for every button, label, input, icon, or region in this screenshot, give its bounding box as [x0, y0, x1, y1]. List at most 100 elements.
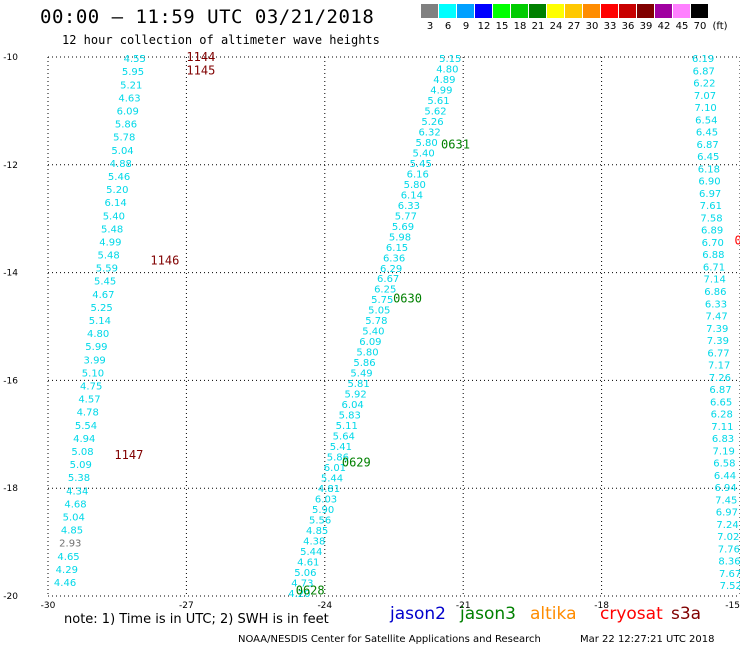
swh-value: 7.14 — [704, 275, 726, 286]
legend-label: 12 — [477, 21, 491, 32]
swh-value: 6.33 — [705, 299, 727, 310]
swh-value: 6.44 — [714, 471, 736, 482]
pass-time-label: 1144 — [186, 50, 215, 64]
swh-value: 5.64 — [333, 432, 355, 443]
satellite-legend-cryosat: cryosat — [600, 604, 663, 624]
swh-value: 5.25 — [91, 303, 113, 314]
swh-value: 6.87 — [696, 140, 718, 151]
satellite-legend-jason3: jason3 — [460, 604, 516, 624]
swh-value: 5.44 — [300, 547, 322, 558]
swh-value: 6.54 — [695, 115, 717, 126]
swh-value: 4.88 — [110, 159, 132, 170]
swh-value: 5.41 — [330, 442, 352, 453]
lat-tick-label: -20 — [3, 592, 18, 602]
swh-value: 7.39 — [706, 324, 728, 335]
legend-swatch — [565, 4, 582, 18]
swh-value: 5.15 — [439, 54, 461, 65]
swh-value: 5.14 — [89, 316, 111, 327]
swh-value: 4.89 — [433, 75, 455, 86]
swh-value: 5.80 — [356, 348, 378, 359]
lat-tick-label: -14 — [3, 269, 18, 279]
swh-value: 5.40 — [413, 148, 435, 159]
swh-value: 5.69 — [392, 222, 414, 233]
lon-tick-label: -21 — [456, 601, 471, 611]
legend-label: 9 — [462, 21, 470, 32]
swh-value: 4.68 — [64, 499, 86, 510]
lon-tick-label: -15 — [725, 601, 740, 611]
swh-value: 7.76 — [718, 544, 740, 555]
swh-value: 6.09 — [117, 106, 139, 117]
swh-value: 5.59 — [96, 264, 118, 275]
swh-value: 8.36 — [718, 557, 740, 568]
swh-value: 4.29 — [56, 565, 78, 576]
swh-value: 4.85 — [306, 526, 328, 537]
swh-value: 5.40 — [362, 327, 384, 338]
swh-value: 5.90 — [312, 505, 334, 516]
swh-value: 7.47 — [705, 312, 727, 323]
swh-value: 4.73 — [291, 578, 313, 589]
swh-value: 6.97 — [699, 189, 721, 200]
swh-value: 4.67 — [92, 290, 114, 301]
lat-tick-label: -12 — [3, 161, 18, 171]
legend-label: 3 — [426, 21, 434, 32]
swh-value: 5.38 — [68, 473, 90, 484]
legend-label: 70 — [693, 21, 707, 32]
swh-value: 6.97 — [716, 508, 738, 519]
swh-value: 7.52 — [720, 581, 740, 592]
swh-value: 5.86 — [353, 358, 375, 369]
swh-value: 5.81 — [347, 379, 369, 390]
swh-value: 7.11 — [711, 422, 733, 433]
swh-value: 5.62 — [424, 106, 446, 117]
legend-swatch — [457, 4, 474, 18]
generation-timestamp: Mar 22 12:27:21 UTC 2018 — [580, 634, 715, 645]
swh-value: 6.01 — [324, 463, 346, 474]
swh-value: 5.80 — [404, 180, 426, 191]
swh-value: 5.44 — [321, 473, 343, 484]
legend-swatch — [637, 4, 654, 18]
swh-value: 5.08 — [71, 447, 93, 458]
swh-value: 5.05 — [368, 306, 390, 317]
swh-value: 4.34 — [66, 486, 88, 497]
swh-value: 5.10 — [82, 368, 104, 379]
swh-value: 7.02 — [717, 532, 739, 543]
swh-value: 6.86 — [704, 287, 726, 298]
swh-value: 5.92 — [344, 390, 366, 401]
swh-value: 5.95 — [122, 67, 144, 78]
swh-value: 5.78 — [365, 316, 387, 327]
legend-label: 24 — [549, 21, 563, 32]
swh-value: 5.46 — [108, 172, 130, 183]
swh-value: 7.58 — [700, 213, 722, 224]
legend-label: 33 — [603, 21, 617, 32]
swh-value: 5.83 — [339, 411, 361, 422]
swh-value: 6.25 — [374, 285, 396, 296]
legend-swatch — [529, 4, 546, 18]
swh-value: 7.67 — [719, 569, 740, 580]
legend-swatch — [547, 4, 564, 18]
swh-value: 7.61 — [700, 201, 722, 212]
legend-swatch — [691, 4, 708, 18]
swh-value: 6.71 — [703, 262, 725, 273]
swh-value: 5.98 — [389, 232, 411, 243]
lon-tick-label: -30 — [41, 601, 56, 611]
swh-value: 5.86 — [115, 120, 137, 131]
legend-label: 30 — [585, 21, 599, 32]
swh-value: 6.58 — [713, 459, 735, 470]
swh-value: 7.24 — [716, 520, 738, 531]
swh-value: 6.29 — [380, 264, 402, 275]
swh-value: 7.17 — [708, 361, 730, 372]
legend-swatch — [439, 4, 456, 18]
swh-value: 4.38 — [303, 536, 325, 547]
swh-value: 7.19 — [713, 446, 735, 457]
satellite-legend-s3a: s3a — [671, 604, 702, 624]
legend-swatch — [583, 4, 600, 18]
swh-value: 6.22 — [693, 79, 715, 90]
swh-value: 5.06 — [294, 568, 316, 579]
swh-value: 6.94 — [714, 483, 736, 494]
lat-tick-label: -16 — [3, 376, 18, 386]
swh-value: 6.32 — [418, 127, 440, 138]
swh-value: 7.45 — [715, 495, 737, 506]
pass-time-label: 0630 — [393, 291, 422, 305]
swh-value: 4.80 — [87, 329, 109, 340]
